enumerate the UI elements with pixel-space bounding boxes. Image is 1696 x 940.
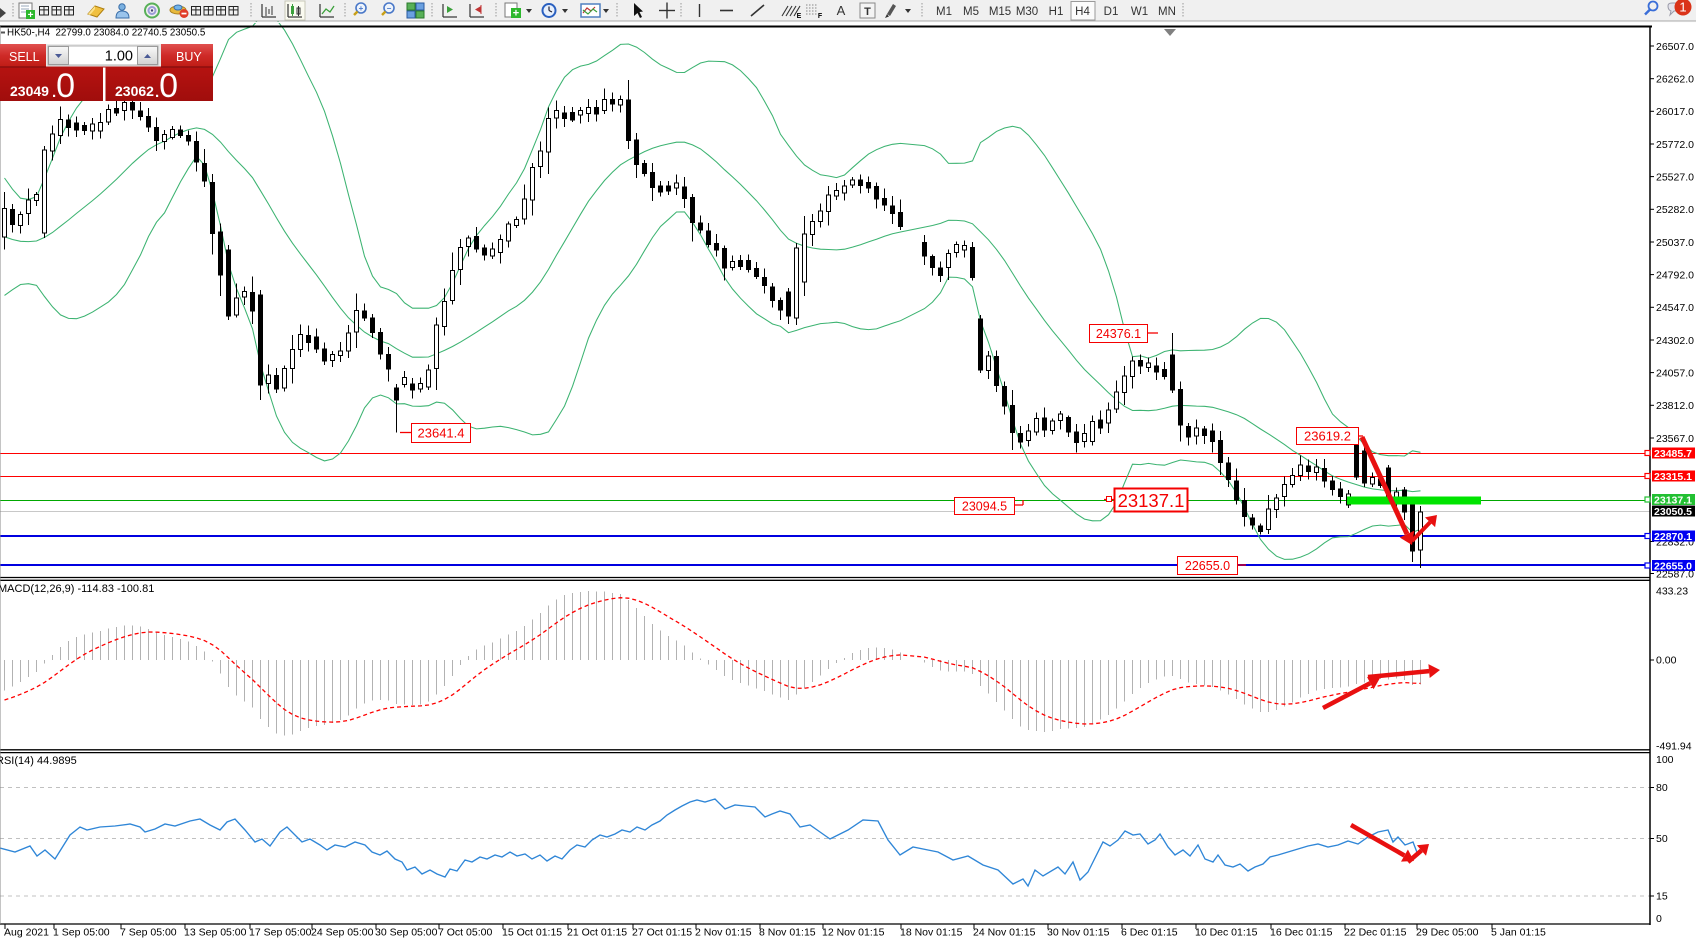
svg-text:24057.0: 24057.0 [1656, 367, 1694, 379]
svg-text:21 Oct 01:15: 21 Oct 01:15 [567, 927, 627, 939]
svg-text:1 Sep 05:00: 1 Sep 05:00 [53, 927, 110, 939]
svg-text:W1: W1 [1131, 6, 1148, 18]
svg-text:E: E [797, 13, 802, 20]
svg-text:5 Jan 01:15: 5 Jan 01:15 [1491, 927, 1546, 939]
svg-text:80: 80 [1656, 782, 1668, 794]
svg-text:26017.0: 26017.0 [1656, 106, 1694, 118]
svg-text:.0: .0 [52, 67, 75, 105]
svg-text:0: 0 [1656, 913, 1662, 925]
svg-text:23137.1: 23137.1 [1118, 490, 1185, 511]
svg-text:26262.0: 26262.0 [1656, 74, 1694, 86]
svg-text:1: 1 [1679, 0, 1686, 15]
svg-text:23485.7: 23485.7 [1654, 448, 1692, 460]
svg-text:24 Nov 01:15: 24 Nov 01:15 [973, 927, 1036, 939]
svg-text:F: F [818, 13, 823, 20]
svg-text:8 Nov 01:15: 8 Nov 01:15 [759, 927, 816, 939]
svg-text:24547.0: 24547.0 [1656, 302, 1694, 314]
svg-text:22587.0: 22587.0 [1656, 568, 1694, 580]
svg-text:+: + [359, 4, 364, 13]
svg-text:23049: 23049 [10, 83, 49, 99]
svg-text:−: − [387, 4, 392, 13]
svg-text:23567.0: 23567.0 [1656, 433, 1694, 445]
svg-text:23315.1: 23315.1 [1654, 471, 1692, 483]
svg-text:25772.0: 25772.0 [1656, 139, 1694, 151]
svg-text:13 Sep 05:00: 13 Sep 05:00 [184, 927, 247, 939]
svg-text:25282.0: 25282.0 [1656, 204, 1694, 216]
svg-text:+: + [28, 10, 34, 21]
svg-text:H4: H4 [1075, 6, 1090, 18]
svg-text:24376.1: 24376.1 [1096, 327, 1141, 341]
svg-text:M30: M30 [1016, 6, 1038, 18]
svg-text:RSI(14) 44.9895: RSI(14) 44.9895 [0, 755, 77, 767]
svg-text:29 Dec 05:00: 29 Dec 05:00 [1416, 927, 1479, 939]
svg-text:M15: M15 [989, 6, 1011, 18]
svg-text:26507.0: 26507.0 [1656, 41, 1694, 53]
svg-text:25527.0: 25527.0 [1656, 171, 1694, 183]
svg-text:.0: .0 [155, 67, 178, 105]
svg-text:30 Sep 05:00: 30 Sep 05:00 [375, 927, 438, 939]
svg-text:M1: M1 [936, 6, 952, 18]
svg-text:23812.0: 23812.0 [1656, 400, 1694, 412]
svg-text:23641.4: 23641.4 [418, 426, 465, 441]
svg-text:T: T [864, 6, 871, 18]
svg-text:23062: 23062 [115, 83, 154, 99]
svg-text:23137.1: 23137.1 [1654, 494, 1692, 506]
svg-text:17 Sep 05:00: 17 Sep 05:00 [249, 927, 312, 939]
svg-text:22870.1: 22870.1 [1654, 531, 1692, 543]
svg-text:25037.0: 25037.0 [1656, 237, 1694, 249]
svg-text:A: A [837, 3, 846, 18]
svg-text:M5: M5 [963, 6, 979, 18]
svg-text:22655.0: 22655.0 [1654, 560, 1692, 572]
svg-text:7 Sep 05:00: 7 Sep 05:00 [120, 927, 177, 939]
svg-text:12 Nov 01:15: 12 Nov 01:15 [822, 927, 885, 939]
svg-text:15: 15 [1656, 891, 1668, 903]
svg-text:15 Oct 01:15: 15 Oct 01:15 [502, 927, 562, 939]
svg-text:18 Nov 01:15: 18 Nov 01:15 [900, 927, 963, 939]
svg-text:+: + [513, 7, 519, 19]
svg-text:433.23: 433.23 [1656, 586, 1688, 598]
svg-text:22655.0: 22655.0 [1185, 559, 1230, 573]
svg-text:24302.0: 24302.0 [1656, 335, 1694, 347]
svg-text:0.00: 0.00 [1656, 655, 1677, 667]
svg-text:6 Dec 01:15: 6 Dec 01:15 [1121, 927, 1178, 939]
svg-text:10 Dec 01:15: 10 Dec 01:15 [1195, 927, 1258, 939]
svg-text:SELL: SELL [9, 50, 40, 64]
svg-text:23094.5: 23094.5 [962, 500, 1007, 514]
svg-text:23050.5: 23050.5 [1654, 506, 1692, 518]
svg-text:BUY: BUY [176, 50, 202, 64]
svg-text:7 Oct 05:00: 7 Oct 05:00 [438, 927, 492, 939]
svg-text:24792.0: 24792.0 [1656, 269, 1694, 281]
svg-text:HK50-,H4 22799.0 23084.0 2274: HK50-,H4 22799.0 23084.0 22740.5 23050.5 [7, 28, 206, 39]
svg-text:2 Nov 01:15: 2 Nov 01:15 [695, 927, 752, 939]
svg-text:-491.94: -491.94 [1656, 741, 1692, 753]
svg-text:Aug 2021: Aug 2021 [4, 927, 49, 939]
svg-text:27 Oct 01:15: 27 Oct 01:15 [632, 927, 692, 939]
svg-text:23619.2: 23619.2 [1304, 429, 1351, 444]
svg-text:50: 50 [1656, 833, 1668, 845]
svg-text:1.00: 1.00 [105, 49, 133, 65]
svg-text:22 Dec 01:15: 22 Dec 01:15 [1344, 927, 1407, 939]
svg-text:H1: H1 [1049, 6, 1064, 18]
svg-text:16 Dec 01:15: 16 Dec 01:15 [1270, 927, 1333, 939]
svg-text:MN: MN [1158, 6, 1176, 18]
svg-text:D1: D1 [1104, 6, 1119, 18]
svg-text:MACD(12,26,9) -114.83 -100.81: MACD(12,26,9) -114.83 -100.81 [0, 583, 154, 595]
svg-text:100: 100 [1656, 754, 1674, 766]
svg-text:24 Sep 05:00: 24 Sep 05:00 [311, 927, 374, 939]
svg-text:30 Nov 01:15: 30 Nov 01:15 [1047, 927, 1110, 939]
